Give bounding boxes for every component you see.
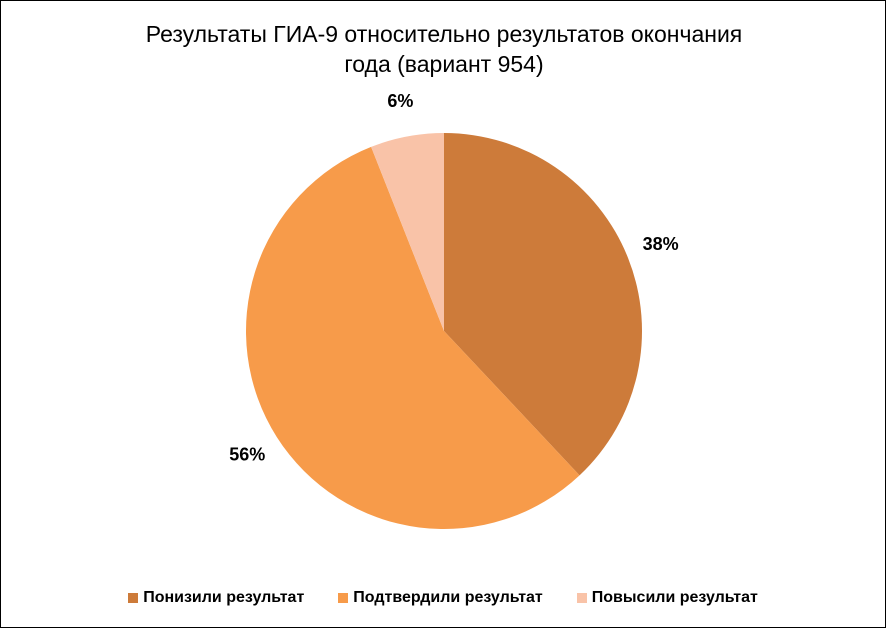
legend-label: Повысили результат — [591, 589, 758, 606]
data-label: 56% — [229, 445, 265, 465]
data-label: 38% — [643, 234, 679, 254]
legend-label: Подтвердили результат — [353, 589, 543, 606]
legend-swatch — [338, 593, 349, 603]
pie-slice — [371, 133, 444, 331]
legend: Понизили результат Подтвердили результат П… — [1, 589, 885, 607]
legend-label: Понизили результат — [143, 589, 305, 606]
chart-title: Результаты ГИА-9 относительно результато… — [145, 21, 743, 77]
legend-item: Повысили результат — [576, 589, 758, 607]
pie-slice — [246, 146, 580, 529]
data-label: 6% — [387, 91, 413, 111]
legend-swatch — [128, 593, 139, 603]
legend-item: Подтвердили результат — [338, 589, 543, 607]
legend-swatch — [576, 593, 587, 603]
pie-slice — [444, 133, 642, 476]
legend-item: Понизили результат — [128, 589, 304, 607]
